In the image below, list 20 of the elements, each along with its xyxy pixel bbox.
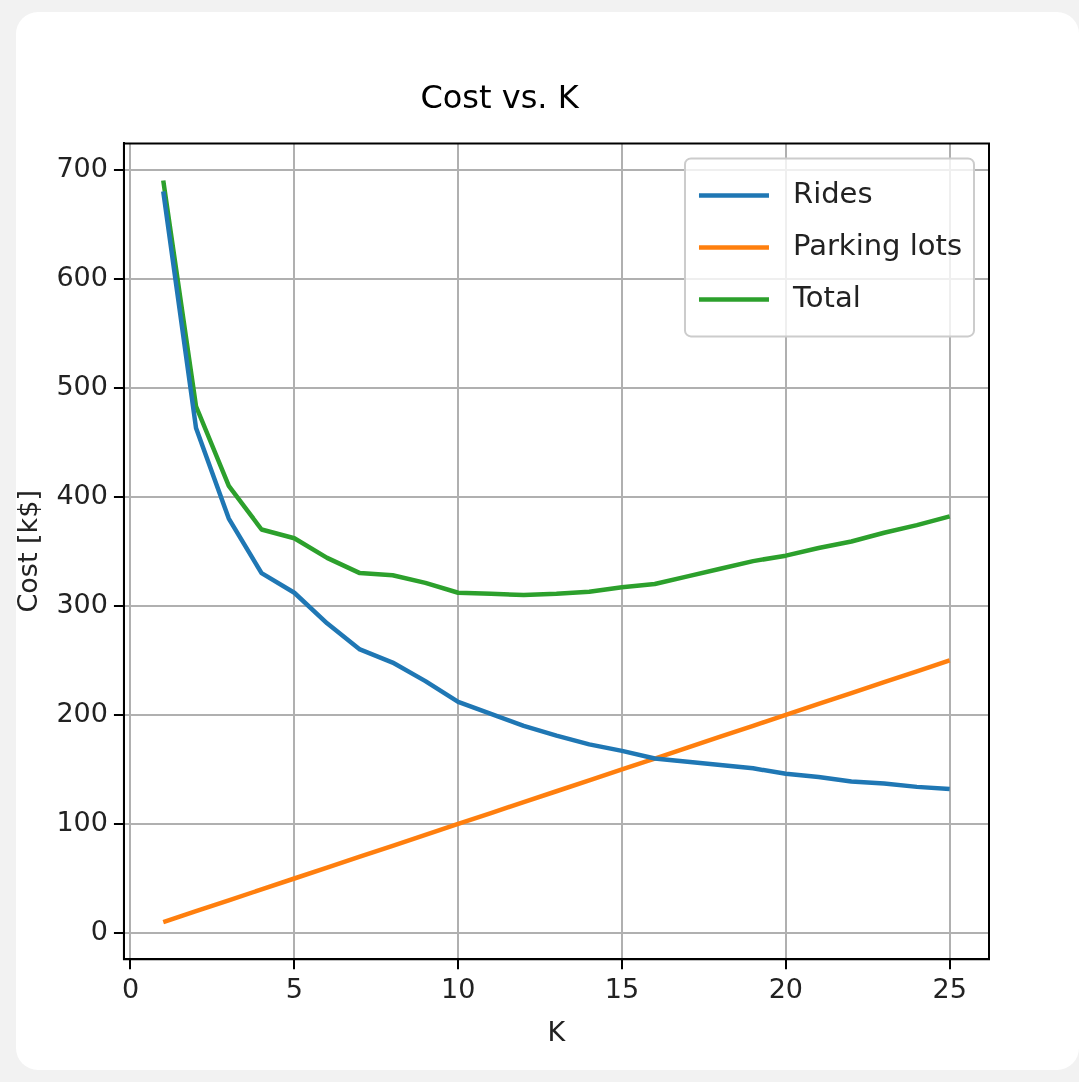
legend-label: Rides: [792, 175, 873, 210]
x-tick-label: 15: [604, 973, 640, 1005]
y-tick-label: 400: [56, 478, 108, 510]
x-tick-label: 20: [768, 973, 804, 1005]
x-tick-label: 5: [285, 973, 303, 1005]
y-tick-label: 100: [56, 805, 108, 837]
y-tick-label: 700: [56, 151, 108, 183]
x-tick-label: 10: [440, 973, 476, 1005]
y-tick-label: 500: [56, 369, 108, 401]
x-tick-label: 25: [932, 973, 967, 1005]
y-tick-label: 0: [90, 915, 108, 947]
legend-label: Parking lots: [792, 227, 962, 262]
y-axis-title: Cost [k$]: [12, 490, 44, 613]
y-tick-label: 600: [56, 260, 108, 292]
legend-label: Total: [791, 279, 861, 314]
x-tick-label: 0: [121, 973, 140, 1005]
y-tick-label: 300: [56, 587, 108, 619]
x-axis-title: K: [547, 1015, 567, 1047]
chart-title: Cost vs. K: [420, 77, 580, 116]
y-tick-label: 200: [56, 696, 108, 728]
